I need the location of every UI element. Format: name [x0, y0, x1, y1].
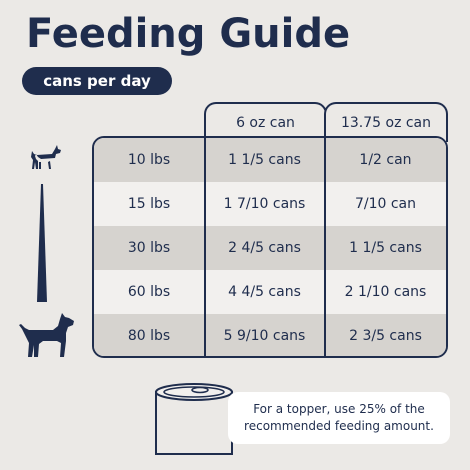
- column-header-label: 6 oz can: [236, 115, 295, 131]
- food-can-icon: [155, 383, 233, 455]
- weight-cell: 30 lbs: [127, 240, 171, 256]
- column-divider: [324, 138, 326, 356]
- small-can-cell: 1 1/5 cans: [228, 152, 301, 168]
- table-row: 80 lbs 5 9/10 cans 2 3/5 cans: [94, 314, 446, 356]
- table-row: 60 lbs 4 4/5 cans 2 1/10 cans: [94, 270, 446, 314]
- small-can-cell: 1 7/10 cans: [223, 196, 306, 212]
- size-wedge-icon: [37, 184, 47, 302]
- column-header-label: 13.75 oz can: [340, 115, 432, 131]
- topper-note: For a topper, use 25% of the recommended…: [228, 392, 450, 444]
- table-row: 15 lbs 1 7/10 cans 7/10 can: [94, 182, 446, 226]
- weight-cell: 10 lbs: [127, 152, 171, 168]
- large-can-cell: 2 1/10 cans: [344, 284, 427, 300]
- subtitle-pill: cans per day: [22, 67, 172, 95]
- large-can-cell: 1 1/5 cans: [349, 240, 422, 256]
- weight-cell: 60 lbs: [127, 284, 171, 300]
- topper-note-line: recommended feeding amount.: [244, 419, 434, 433]
- column-divider: [204, 138, 206, 356]
- small-can-cell: 4 4/5 cans: [228, 284, 301, 300]
- table-row: 10 lbs 1 1/5 cans 1/2 can: [94, 138, 446, 182]
- small-can-cell: 2 4/5 cans: [228, 240, 301, 256]
- large-dog-icon: [19, 313, 74, 357]
- weight-cell: 15 lbs: [127, 196, 171, 212]
- topper-note-line: For a topper, use 25% of the: [253, 402, 425, 416]
- large-can-cell: 1/2 can: [359, 152, 412, 168]
- large-can-cell: 7/10 can: [354, 196, 417, 212]
- small-dog-icon: [31, 145, 61, 169]
- column-header-13oz: 13.75 oz can: [324, 102, 448, 142]
- large-can-cell: 2 3/5 cans: [349, 328, 422, 344]
- subtitle-label: cans per day: [43, 72, 151, 90]
- page-title: Feeding Guide: [26, 11, 351, 57]
- table-row: 30 lbs 2 4/5 cans 1 1/5 cans: [94, 226, 446, 270]
- feeding-table: 10 lbs 1 1/5 cans 1/2 can 15 lbs 1 7/10 …: [92, 136, 448, 358]
- weight-cell: 80 lbs: [127, 328, 171, 344]
- column-header-6oz: 6 oz can: [204, 102, 327, 142]
- small-can-cell: 5 9/10 cans: [223, 328, 306, 344]
